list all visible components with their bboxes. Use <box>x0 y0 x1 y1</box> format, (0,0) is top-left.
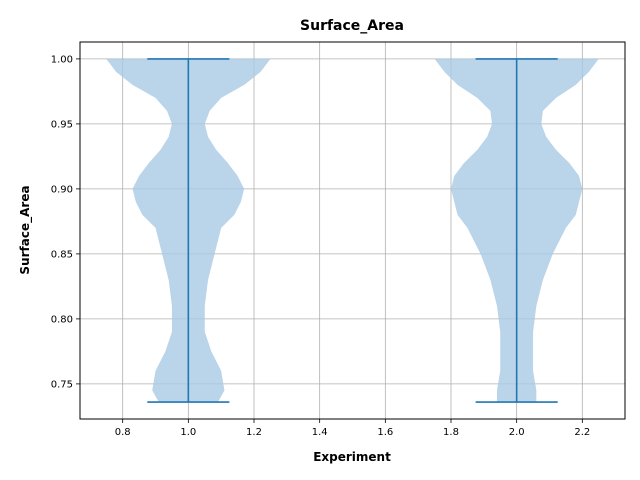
x-tick-label: 1.0 <box>180 427 196 438</box>
y-tick-label: 0.95 <box>51 119 73 130</box>
x-axis-ticks: 0.8 1.0 1.2 1.4 1.6 1.8 2.0 2.2 <box>115 419 590 438</box>
x-tick-label: 1.8 <box>443 427 459 438</box>
y-tick-label: 0.90 <box>51 184 73 195</box>
x-tick-label: 2.0 <box>509 427 525 438</box>
y-tick-label: 0.85 <box>51 249 73 260</box>
y-tick-label: 0.75 <box>51 379 73 390</box>
y-tick-label: 0.80 <box>51 314 73 325</box>
x-axis-title: Experiment <box>313 450 391 464</box>
x-tick-label: 2.2 <box>574 427 590 438</box>
x-tick-label: 1.2 <box>246 427 262 438</box>
x-tick-label: 0.8 <box>115 427 131 438</box>
x-tick-label: 1.4 <box>312 427 328 438</box>
chart-title: Surface_Area <box>300 18 404 34</box>
x-tick-label: 1.6 <box>377 427 393 438</box>
y-axis-title: Surface_Area <box>18 185 33 274</box>
violins <box>106 58 599 403</box>
plot-frame <box>79 41 626 420</box>
y-axis-ticks: 0.75 0.80 0.85 0.90 0.95 1.00 <box>51 54 80 390</box>
y-tick-label: 1.00 <box>51 54 73 65</box>
